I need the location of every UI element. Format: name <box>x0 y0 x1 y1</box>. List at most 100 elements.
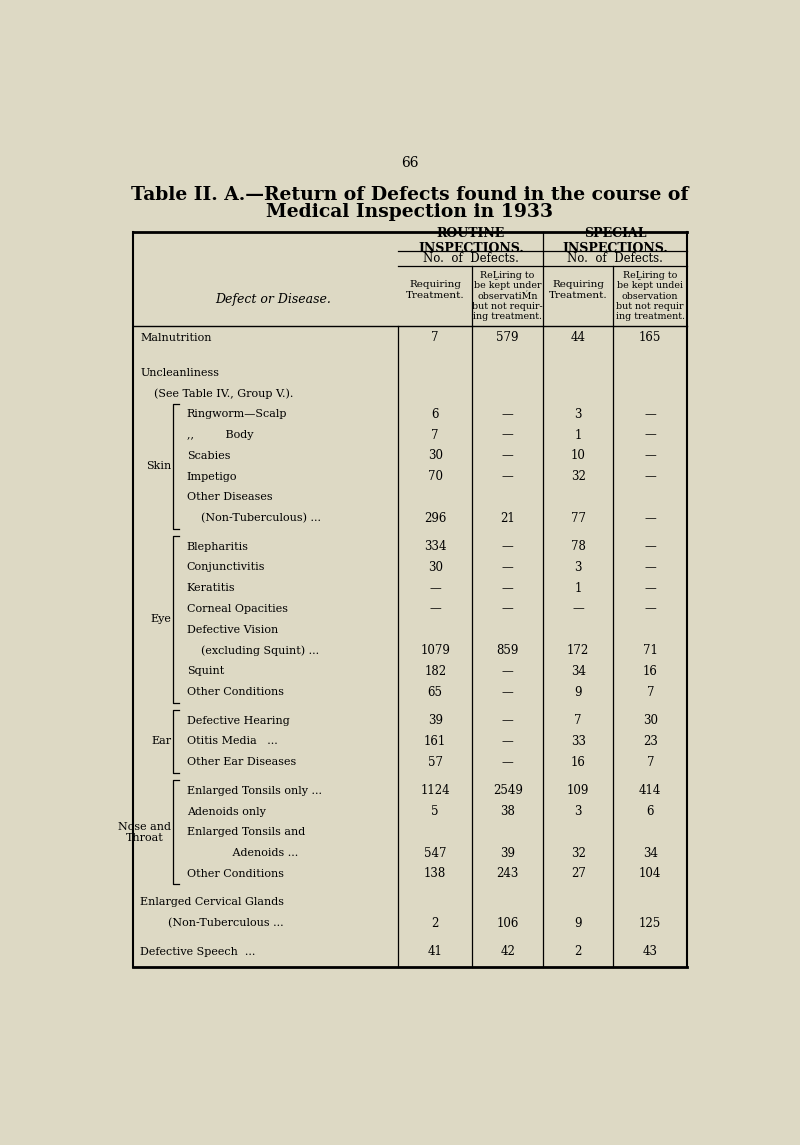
Text: 78: 78 <box>570 540 586 553</box>
Text: —: — <box>644 512 656 524</box>
Text: 3: 3 <box>574 805 582 818</box>
Text: 43: 43 <box>642 945 658 958</box>
Text: 70: 70 <box>428 471 442 483</box>
Text: —: — <box>644 471 656 483</box>
Text: —: — <box>644 428 656 442</box>
Text: 65: 65 <box>428 686 442 698</box>
Text: Malnutrition: Malnutrition <box>140 333 212 344</box>
Text: 21: 21 <box>500 512 515 524</box>
Text: ROUTINE
INSPECTIONS.: ROUTINE INSPECTIONS. <box>418 228 524 255</box>
Text: ReḺiring to
be kept undei
observation
but not requir
ing treatment.: ReḺiring to be kept undei observation bu… <box>616 270 685 322</box>
Text: 7: 7 <box>431 428 439 442</box>
Text: 32: 32 <box>570 471 586 483</box>
Text: 138: 138 <box>424 868 446 881</box>
Text: (See Table IV., Group V.).: (See Table IV., Group V.). <box>154 388 294 398</box>
Text: Defective Hearing: Defective Hearing <box>187 716 290 726</box>
Text: No.  of  Defects.: No. of Defects. <box>567 252 663 264</box>
Text: Uncleanliness: Uncleanliness <box>140 368 219 378</box>
Text: —: — <box>430 582 441 594</box>
Text: (excluding Squint) ...: (excluding Squint) ... <box>187 646 319 656</box>
Text: 77: 77 <box>570 512 586 524</box>
Text: 1124: 1124 <box>420 784 450 797</box>
Text: (Non-Tuberculous) ...: (Non-Tuberculous) ... <box>187 513 321 523</box>
Text: —: — <box>502 561 514 574</box>
Text: Defective Vision: Defective Vision <box>187 625 278 634</box>
Text: 6: 6 <box>431 408 439 420</box>
Text: Impetigo: Impetigo <box>187 472 238 482</box>
Text: Other Conditions: Other Conditions <box>187 869 284 879</box>
Text: —: — <box>644 602 656 616</box>
Text: 32: 32 <box>570 846 586 860</box>
Text: 165: 165 <box>639 332 662 345</box>
Text: 579: 579 <box>496 332 519 345</box>
Text: 66: 66 <box>402 156 418 169</box>
Text: Requiring
Treatment.: Requiring Treatment. <box>406 281 465 300</box>
Text: 44: 44 <box>570 332 586 345</box>
Text: 5: 5 <box>431 805 439 818</box>
Text: 9: 9 <box>574 686 582 698</box>
Text: —: — <box>502 756 514 768</box>
Text: Enlarged Tonsils and: Enlarged Tonsils and <box>187 828 305 837</box>
Text: Defective Speech  ...: Defective Speech ... <box>140 947 256 957</box>
Text: SPECIAL
INSPECTIONS.: SPECIAL INSPECTIONS. <box>562 228 668 255</box>
Text: —: — <box>502 408 514 420</box>
Text: Other Diseases: Other Diseases <box>187 492 273 503</box>
Text: Other Ear Diseases: Other Ear Diseases <box>187 757 296 767</box>
Text: 161: 161 <box>424 735 446 748</box>
Text: 16: 16 <box>570 756 586 768</box>
Text: 42: 42 <box>500 945 515 958</box>
Text: 2: 2 <box>431 917 439 930</box>
Text: Corneal Opacities: Corneal Opacities <box>187 605 288 614</box>
Text: —: — <box>502 735 514 748</box>
Text: Enlarged Cervical Glands: Enlarged Cervical Glands <box>140 898 284 907</box>
Text: 10: 10 <box>570 449 586 463</box>
Text: 7: 7 <box>646 756 654 768</box>
Text: —: — <box>502 471 514 483</box>
Text: —: — <box>502 714 514 727</box>
Text: 1: 1 <box>574 428 582 442</box>
Text: —: — <box>502 665 514 678</box>
Text: 9: 9 <box>574 917 582 930</box>
Text: —: — <box>502 582 514 594</box>
Text: —: — <box>644 449 656 463</box>
Text: Nose and
Throat: Nose and Throat <box>118 821 171 843</box>
Text: Enlarged Tonsils only ...: Enlarged Tonsils only ... <box>187 785 322 796</box>
Text: 57: 57 <box>428 756 442 768</box>
Text: 39: 39 <box>428 714 442 727</box>
Text: —: — <box>502 686 514 698</box>
Text: Medical Inspection in 1933: Medical Inspection in 1933 <box>266 203 554 221</box>
Text: 182: 182 <box>424 665 446 678</box>
Text: Adenoids only: Adenoids only <box>187 806 266 816</box>
Text: Blepharitis: Blepharitis <box>187 542 249 552</box>
Text: 7: 7 <box>574 714 582 727</box>
Text: —: — <box>644 540 656 553</box>
Text: 172: 172 <box>567 645 590 657</box>
Text: —: — <box>430 602 441 616</box>
Text: 1079: 1079 <box>420 645 450 657</box>
Text: 106: 106 <box>497 917 519 930</box>
Text: 109: 109 <box>567 784 590 797</box>
Text: 39: 39 <box>500 846 515 860</box>
Text: 296: 296 <box>424 512 446 524</box>
Text: 859: 859 <box>497 645 519 657</box>
Text: 23: 23 <box>643 735 658 748</box>
Text: Ear: Ear <box>151 736 171 747</box>
Text: 16: 16 <box>643 665 658 678</box>
Text: Table II. A.—Return of Defects found in the course of: Table II. A.—Return of Defects found in … <box>131 187 689 204</box>
Text: Otitis Media   ...: Otitis Media ... <box>187 736 278 747</box>
Text: 30: 30 <box>642 714 658 727</box>
Text: 2: 2 <box>574 945 582 958</box>
Text: Requiring
Treatment.: Requiring Treatment. <box>549 281 607 300</box>
Text: —: — <box>644 582 656 594</box>
Text: Adenoids ...: Adenoids ... <box>187 848 298 858</box>
Text: 27: 27 <box>570 868 586 881</box>
Text: 125: 125 <box>639 917 662 930</box>
Text: —: — <box>502 449 514 463</box>
Text: 334: 334 <box>424 540 446 553</box>
Text: —: — <box>644 561 656 574</box>
Text: 6: 6 <box>646 805 654 818</box>
Text: Defect or Disease.: Defect or Disease. <box>215 293 331 307</box>
Text: 414: 414 <box>639 784 662 797</box>
Text: 7: 7 <box>431 332 439 345</box>
Text: Ringworm—Scalp: Ringworm—Scalp <box>187 409 287 419</box>
